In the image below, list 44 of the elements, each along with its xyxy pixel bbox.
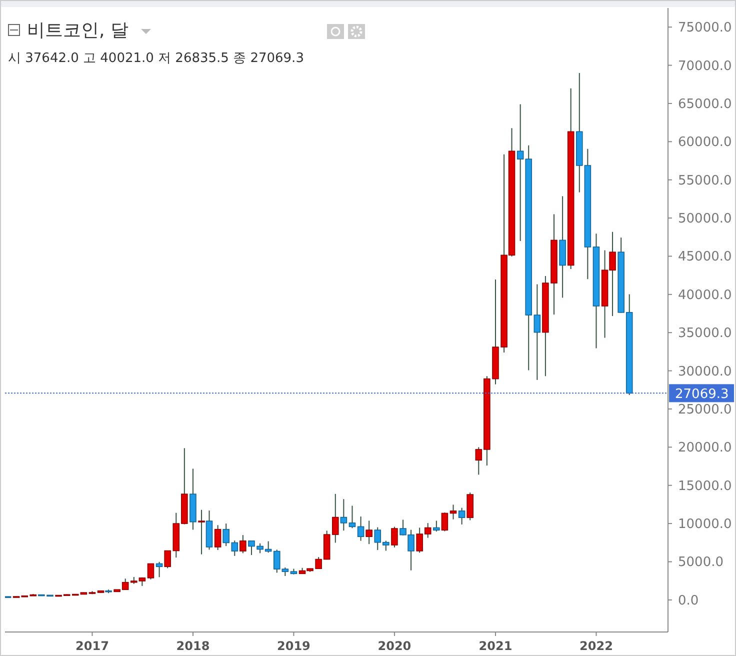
candlestick: [357, 516, 364, 542]
y-tick-label: 35000.0: [678, 326, 732, 342]
y-tick-label: 70000.0: [678, 58, 732, 74]
x-tick-label: 2017: [76, 639, 109, 653]
y-tick-label: 50000.0: [678, 212, 732, 227]
y-tick-label: 20000.0: [678, 440, 732, 456]
candlestick: [433, 520, 440, 532]
y-tick-label: 60000.0: [678, 135, 732, 150]
candlestick: [222, 523, 230, 547]
x-tick-label: 2020: [378, 639, 412, 653]
y-tick-label: 0.0: [678, 593, 699, 608]
y-tick-label: 10000.0: [678, 517, 732, 532]
candlestick: [198, 509, 205, 555]
candlestick: [366, 520, 372, 545]
y-tick-label: 65000.0: [678, 96, 732, 112]
candlestick: [240, 534, 246, 554]
y-tick-label: 45000.0: [678, 250, 732, 265]
candlestick: [458, 507, 466, 525]
y-tick-label: 75000.0: [678, 20, 732, 36]
candlestick: [534, 284, 541, 380]
y-tick-label: 55000.0: [678, 173, 732, 188]
candlestick: [156, 561, 163, 578]
candlestick: [214, 524, 222, 551]
candlestick: [466, 492, 474, 521]
candlestick: [348, 505, 356, 529]
y-tick-label: 30000.0: [678, 364, 732, 380]
candlestick: [231, 540, 238, 556]
candlestick: [450, 504, 457, 520]
candlestick: [332, 493, 339, 544]
text: 비트코인, 달: [27, 20, 128, 41]
annotation: 시 37642.0 고 40021.0 저 26835.5 종 27069.3: [8, 51, 304, 66]
ref-line-label: 27069.3: [675, 387, 729, 402]
x-tick-label: 2018: [176, 639, 210, 653]
y-tick-label: 40000.0: [678, 288, 732, 303]
candlestick: [147, 562, 154, 580]
y-tick-label: 5000.0: [678, 555, 724, 570]
x-tick-label: 2019: [277, 639, 310, 653]
candlestick: [340, 498, 348, 532]
candlestick: [441, 512, 448, 532]
x-tick-label: 2022: [580, 639, 613, 653]
y-tick-label: 25000.0: [678, 402, 732, 418]
y-tick-label: 15000.0: [678, 478, 732, 494]
x-tick-label: 2021: [478, 639, 512, 653]
candlestick: [391, 526, 398, 548]
